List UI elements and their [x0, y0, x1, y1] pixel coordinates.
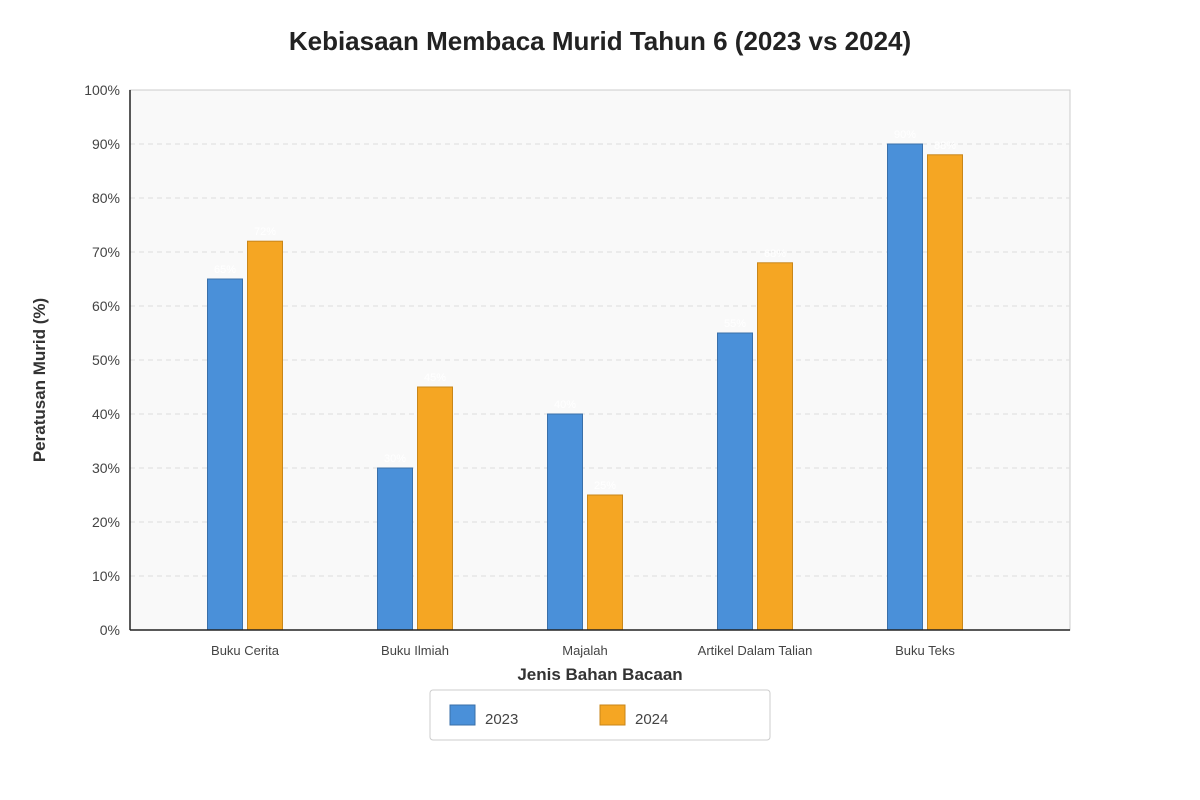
bar-2024-1: [417, 386, 453, 631]
data-label: 55%: [724, 318, 746, 330]
bar-2023-2: [547, 413, 583, 631]
legend-swatch-2024: [599, 704, 626, 726]
data-label: 40%: [554, 399, 576, 411]
y-tick-label: 70%: [92, 244, 120, 260]
bar-2024-0: [247, 240, 283, 631]
data-label: 72%: [254, 226, 276, 238]
legend: 2023 2024: [429, 689, 771, 741]
legend-label-2024: 2024: [635, 711, 668, 728]
y-tick-label: 20%: [92, 514, 120, 530]
bar-2023-3: [717, 332, 753, 631]
x-axis-title: Jenis Bahan Bacaan: [517, 665, 682, 684]
legend-label-2023: 2023: [485, 711, 518, 728]
x-tick-label: Buku Cerita: [211, 643, 280, 658]
y-tick-label: 100%: [84, 82, 120, 98]
data-label: 65%: [214, 264, 236, 276]
x-tick-label: Majalah: [562, 643, 608, 658]
bar-2023-4: [887, 143, 923, 631]
x-tick-label: Artikel Dalam Talian: [698, 643, 813, 658]
y-tick-label: 50%: [92, 352, 120, 368]
y-tick-label: 80%: [92, 190, 120, 206]
chart-title: Kebiasaan Membaca Murid Tahun 6 (2023 vs…: [289, 26, 911, 56]
y-tick-label: 60%: [92, 298, 120, 314]
y-tick-label: 10%: [92, 568, 120, 584]
bar-2024-3: [757, 262, 793, 631]
x-tick-label: Buku Teks: [895, 643, 955, 658]
data-label: 68%: [764, 248, 786, 260]
legend-swatch-2023: [449, 704, 476, 726]
data-label: 25%: [594, 480, 616, 492]
bar-2023-1: [377, 467, 413, 631]
x-tick-label: Buku Ilmiah: [381, 643, 449, 658]
y-axis-ticks: 0% 10% 20% 30% 40% 50% 60% 70% 80% 90% 100%: [84, 82, 120, 638]
bar-2024-4: [927, 154, 963, 631]
y-tick-label: 30%: [92, 460, 120, 476]
y-tick-label: 90%: [92, 136, 120, 152]
data-label: 88%: [934, 140, 956, 152]
y-tick-label: 0%: [100, 622, 120, 638]
data-label: 45%: [424, 372, 446, 384]
y-axis-title: Peratusan Murid (%): [30, 298, 49, 462]
x-axis-ticks: Buku Cerita Buku Ilmiah Majalah Artikel Dal…: [211, 643, 955, 658]
bars: 65% 72% 30% 45% 40% 25% 55% 68% 90% 88%: [207, 129, 963, 631]
bar-2024-2: [587, 494, 623, 631]
data-label: 30%: [384, 453, 406, 465]
data-label: 90%: [894, 129, 916, 141]
bar-2023-0: [207, 278, 243, 631]
y-tick-label: 40%: [92, 406, 120, 422]
